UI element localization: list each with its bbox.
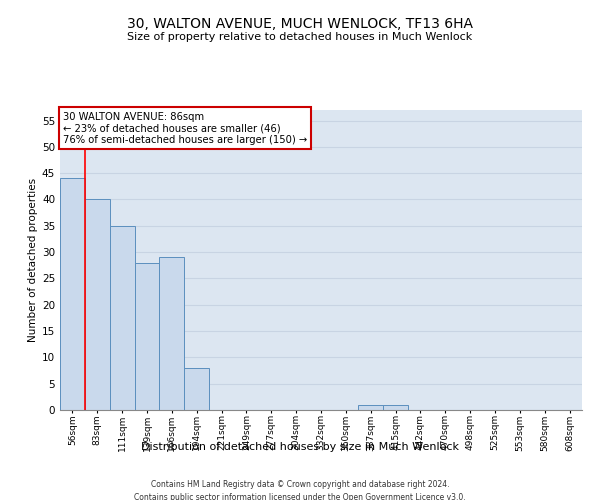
Y-axis label: Number of detached properties: Number of detached properties <box>28 178 38 342</box>
Text: Size of property relative to detached houses in Much Wenlock: Size of property relative to detached ho… <box>127 32 473 42</box>
Text: Distribution of detached houses by size in Much Wenlock: Distribution of detached houses by size … <box>141 442 459 452</box>
Bar <box>160 258 184 410</box>
Bar <box>134 262 160 410</box>
Text: 30 WALTON AVENUE: 86sqm
← 23% of detached houses are smaller (46)
76% of semi-de: 30 WALTON AVENUE: 86sqm ← 23% of detache… <box>62 112 307 144</box>
Bar <box>184 368 209 410</box>
Bar <box>110 226 134 410</box>
Bar <box>85 200 110 410</box>
Text: Contains public sector information licensed under the Open Government Licence v3: Contains public sector information licen… <box>134 492 466 500</box>
Text: 30, WALTON AVENUE, MUCH WENLOCK, TF13 6HA: 30, WALTON AVENUE, MUCH WENLOCK, TF13 6H… <box>127 18 473 32</box>
Bar <box>383 404 408 410</box>
Text: Contains HM Land Registry data © Crown copyright and database right 2024.: Contains HM Land Registry data © Crown c… <box>151 480 449 489</box>
Bar <box>60 178 85 410</box>
Bar <box>358 404 383 410</box>
